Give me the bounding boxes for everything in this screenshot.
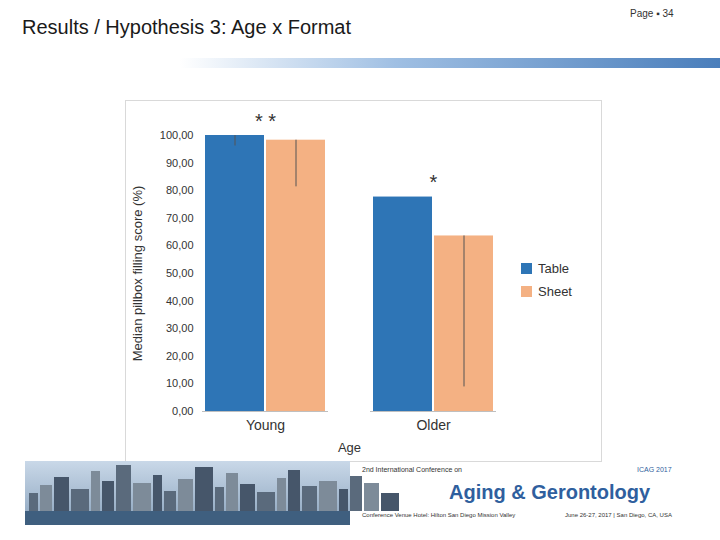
svg-text:Median pillbox filling score (: Median pillbox filling score (%)	[130, 186, 145, 362]
svg-text:0,00: 0,00	[172, 405, 193, 417]
html-text:Table: Table	[538, 261, 570, 276]
svg-text:100,00: 100,00	[160, 129, 194, 141]
svg-text:ICAG 2017: ICAG 2017	[637, 466, 672, 473]
svg-text:*: *	[430, 171, 438, 193]
svg-text:June 26-27, 2017 | San Diego,: June 26-27, 2017 | San Diego, CA, USA	[565, 512, 672, 518]
svg-text:Older: Older	[416, 417, 451, 433]
svg-text:50,00: 50,00	[166, 267, 194, 279]
html-text:Page ▪ 34: Page ▪ 34	[630, 8, 674, 19]
svg-text:* *: * *	[255, 110, 276, 132]
svg-text:Aging & Gerontology: Aging & Gerontology	[449, 481, 651, 503]
html-text:Sheet: Sheet	[538, 284, 572, 299]
html-text:Results / Hypothesis 3: Age x: Results / Hypothesis 3: Age x Format	[22, 16, 351, 38]
svg-text:10,00: 10,00	[166, 377, 194, 389]
svg-text:Conference Venue Hotel: Hilton: Conference Venue Hotel: Hilton San Diego…	[362, 512, 515, 518]
svg-text:80,00: 80,00	[166, 184, 194, 196]
svg-text:60,00: 60,00	[166, 239, 194, 251]
svg-text:Young: Young	[246, 417, 285, 433]
svg-text:70,00: 70,00	[166, 212, 194, 224]
svg-text:90,00: 90,00	[166, 157, 194, 169]
svg-text:20,00: 20,00	[166, 350, 194, 362]
svg-text:40,00: 40,00	[166, 295, 194, 307]
svg-text:30,00: 30,00	[166, 322, 194, 334]
svg-text:2nd International Conference o: 2nd International Conference on	[362, 466, 462, 473]
svg-text:Age: Age	[338, 440, 361, 455]
